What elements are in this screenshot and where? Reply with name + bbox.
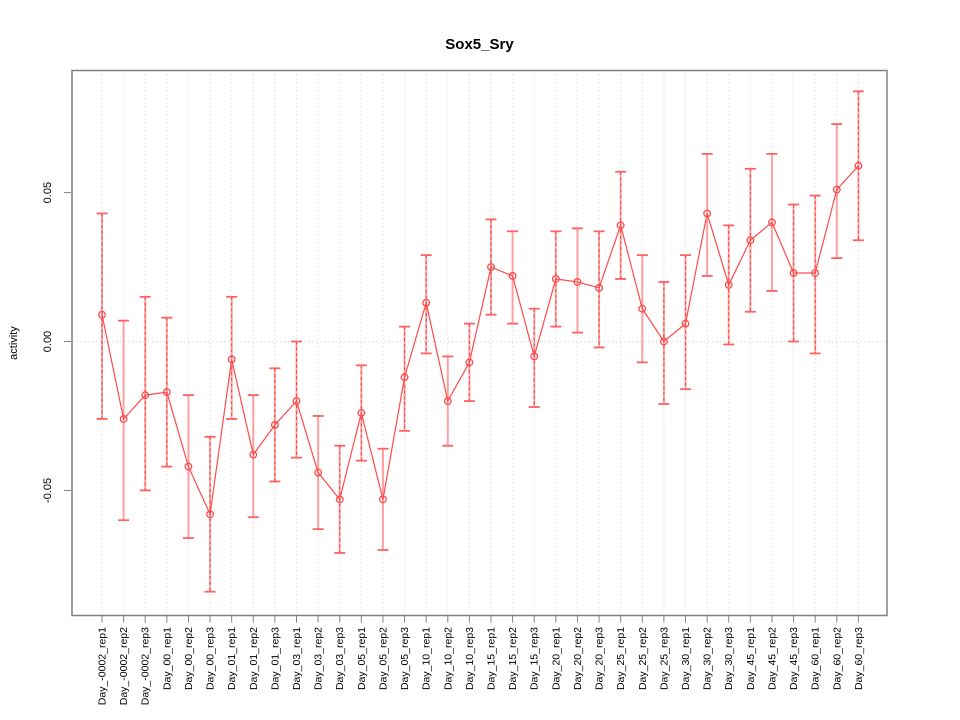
data-point-marker	[595, 283, 604, 292]
x-tick-label: Day_05_rep3	[399, 627, 411, 690]
data-point-marker	[227, 355, 236, 364]
x-tick-label: Day_30_rep3	[723, 627, 735, 690]
x-tick-label: Day_03_rep1	[291, 627, 303, 690]
series-line	[101, 165, 859, 517]
data-point-marker	[551, 275, 560, 283]
data-point-marker	[314, 468, 323, 477]
data-point-marker	[703, 209, 712, 218]
data-point-marker	[292, 397, 301, 406]
data-point-marker	[357, 409, 366, 417]
data-point-marker	[141, 391, 150, 400]
x-tick-label: Day_60_rep3	[853, 627, 865, 690]
data-point-marker	[487, 263, 495, 272]
x-tick-label: Day_60_rep1	[810, 627, 822, 690]
x-tick-label: Day_30_rep2	[702, 627, 714, 690]
x-tick-label: Day_45_rep1	[745, 627, 757, 690]
data-point-marker	[746, 236, 755, 245]
x-tick-label: Day_15_rep1	[486, 627, 498, 690]
x-tick-label: Day_45_rep3	[788, 627, 800, 690]
x-tick-label: Day_60_rep2	[831, 627, 843, 690]
x-tick-label: Day_30_rep1	[680, 627, 692, 690]
x-tick-label: Day_20_rep3	[594, 627, 606, 690]
data-point-marker	[681, 319, 690, 328]
data-point-marker	[638, 304, 647, 313]
data-point-marker	[119, 414, 128, 423]
y-tick-label: 0.00	[42, 331, 54, 352]
data-point-marker	[184, 462, 193, 471]
x-tick-label: Day_10_rep2	[442, 627, 454, 690]
data-point-marker	[400, 373, 409, 382]
x-tick-label: Day_-0002_rep1	[97, 627, 109, 705]
x-tick-label: Day_25_rep3	[658, 627, 670, 690]
x-tick-label: Day_00_rep2	[183, 627, 195, 690]
data-point-marker	[768, 218, 776, 227]
x-tick-label: Day_-0002_rep3	[140, 627, 152, 705]
x-tick-label: Day_-0002_rep2	[118, 627, 130, 705]
data-point-marker	[270, 420, 279, 429]
data-point-marker	[616, 221, 625, 230]
x-tick-label: Day_25_rep1	[615, 627, 627, 690]
data-point-marker	[508, 272, 517, 280]
x-tick-label: Day_03_rep2	[313, 627, 325, 690]
y-tick-label: -0.05	[42, 478, 54, 503]
chart-title: Sox5_Sry	[445, 36, 514, 53]
data-point-marker	[335, 495, 344, 504]
x-tick-label: Day_20_rep2	[572, 627, 584, 690]
data-point-marker	[832, 185, 841, 194]
x-tick-label: Day_01_rep2	[248, 627, 260, 690]
y-tick-label: 0.05	[42, 182, 54, 203]
data-point-marker	[724, 280, 733, 289]
data-point-marker	[465, 358, 474, 367]
data-point-marker	[659, 337, 668, 346]
data-point-marker	[854, 161, 863, 170]
x-tick-label: Day_00_rep1	[161, 627, 173, 690]
data-point-marker	[422, 298, 431, 307]
x-tick-label: Day_00_rep3	[205, 627, 217, 690]
x-tick-label: Day_20_rep1	[550, 627, 562, 690]
x-tick-label: Day_01_rep1	[226, 627, 238, 690]
x-tick-label: Day_45_rep2	[766, 627, 778, 690]
data-point-marker	[573, 277, 582, 286]
data-point-marker	[249, 450, 258, 459]
data-point-marker	[530, 352, 539, 361]
x-tick-label: Day_05_rep1	[356, 627, 368, 690]
data-point-marker	[206, 510, 215, 519]
data-point-marker	[443, 397, 452, 406]
x-tick-label: Day_10_rep1	[421, 627, 433, 690]
x-tick-label: Day_15_rep2	[507, 627, 519, 690]
data-point-marker	[811, 269, 820, 277]
x-tick-label: Day_15_rep3	[529, 627, 541, 690]
x-tick-label: Day_05_rep2	[377, 627, 389, 690]
x-tick-label: Day_03_rep3	[334, 627, 346, 690]
x-tick-label: Day_10_rep3	[464, 627, 476, 690]
x-tick-label: Day_01_rep3	[269, 627, 281, 690]
data-point-marker	[162, 388, 171, 397]
data-point-marker	[378, 495, 387, 504]
data-point-marker	[98, 310, 106, 319]
data-point-marker	[789, 269, 798, 277]
x-tick-label: Day_25_rep2	[637, 627, 649, 690]
plot-frame	[71, 69, 888, 617]
